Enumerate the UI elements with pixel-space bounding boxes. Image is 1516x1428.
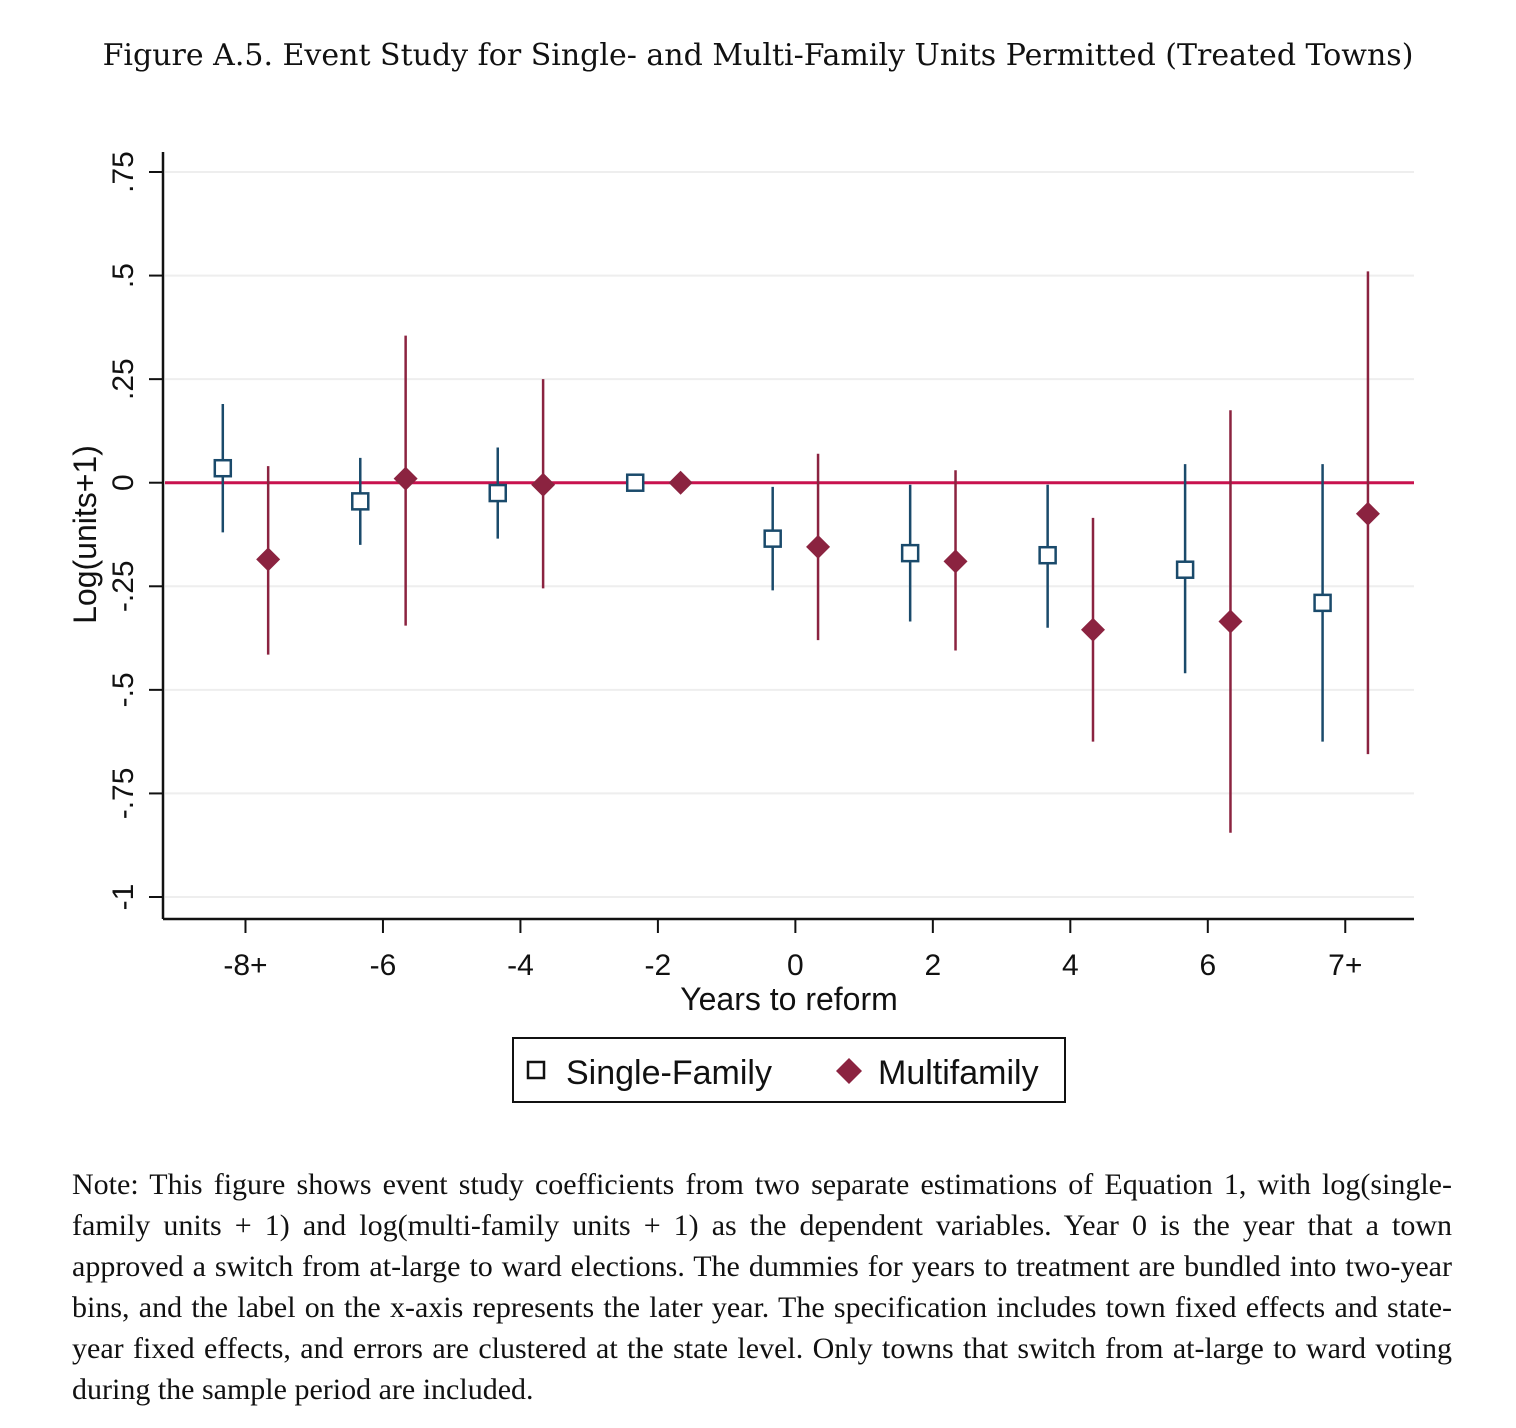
y-tick-label: 0 bbox=[107, 474, 140, 491]
y-tick-label: .25 bbox=[107, 358, 140, 400]
axes bbox=[149, 152, 1414, 933]
multifamily-point bbox=[256, 547, 281, 572]
legend-multifamily-label: Multifamily bbox=[878, 1054, 1039, 1092]
legend-single-family-label: Single-Family bbox=[566, 1054, 772, 1092]
y-tick-label: -.5 bbox=[107, 672, 140, 707]
x-tick-label: -6 bbox=[370, 949, 397, 982]
x-tick-label: 7+ bbox=[1328, 949, 1362, 982]
multifamily-point bbox=[531, 472, 556, 497]
x-tick-label: -8+ bbox=[223, 949, 267, 982]
x-tick-label: 2 bbox=[925, 949, 942, 982]
multifamily-point bbox=[393, 466, 418, 491]
x-tick-label: 4 bbox=[1062, 949, 1079, 982]
multifamily-point bbox=[1355, 501, 1380, 526]
multifamily-point bbox=[1218, 609, 1243, 634]
single-family-point bbox=[1313, 593, 1332, 613]
multifamily-point bbox=[943, 549, 968, 574]
single-family-point bbox=[213, 458, 233, 478]
x-tick-label: -4 bbox=[507, 949, 534, 982]
y-axis-title: Log(units+1) bbox=[67, 445, 103, 624]
y-tick-label: -.25 bbox=[107, 560, 140, 612]
single-family-point bbox=[1175, 560, 1195, 579]
single-family-point bbox=[351, 492, 370, 511]
y-tick-label: .5 bbox=[107, 263, 140, 288]
multifamily-point bbox=[1081, 617, 1106, 642]
single-family-point bbox=[488, 483, 507, 503]
single-family-point bbox=[625, 473, 645, 492]
x-tick-label: -2 bbox=[645, 949, 672, 982]
y-tick-label: -1 bbox=[107, 884, 140, 911]
single-family-point bbox=[900, 543, 920, 563]
figure-note: Note: This figure shows event study coef… bbox=[72, 1168, 1452, 1406]
x-tick-label: 6 bbox=[1199, 949, 1216, 982]
tick-labels: .75 .5 .25 0 -.25 -.5 -.75 -1 -8+ -6 -4 -2 0 2 4 6 7+ bbox=[107, 151, 1362, 982]
single-family-point bbox=[763, 529, 782, 548]
grid-lines bbox=[165, 171, 1414, 898]
series-marks bbox=[213, 271, 1380, 833]
legend: Single-Family Multifamily bbox=[512, 1037, 1066, 1103]
figure-title: Figure A.5. Event Study for Single- and … bbox=[102, 38, 1414, 73]
legend-single-family-marker bbox=[526, 1060, 546, 1080]
event-study-chart: .75 .5 .25 0 -.25 -.5 -.75 -1 -8+ -6 -4 -2 0 2 4 6 7+ Ye… bbox=[67, 151, 1414, 1103]
x-tick-label: 0 bbox=[787, 949, 804, 982]
legend-box bbox=[512, 1037, 1066, 1103]
multifamily-point bbox=[806, 534, 831, 559]
y-tick-label: .75 bbox=[107, 151, 140, 193]
y-tick-label: -.75 bbox=[107, 768, 140, 820]
multifamily-point bbox=[668, 470, 693, 495]
x-axis-title: Years to reform bbox=[680, 981, 898, 1017]
single-family-point bbox=[1038, 545, 1057, 565]
legend-multifamily-marker bbox=[836, 1058, 862, 1084]
